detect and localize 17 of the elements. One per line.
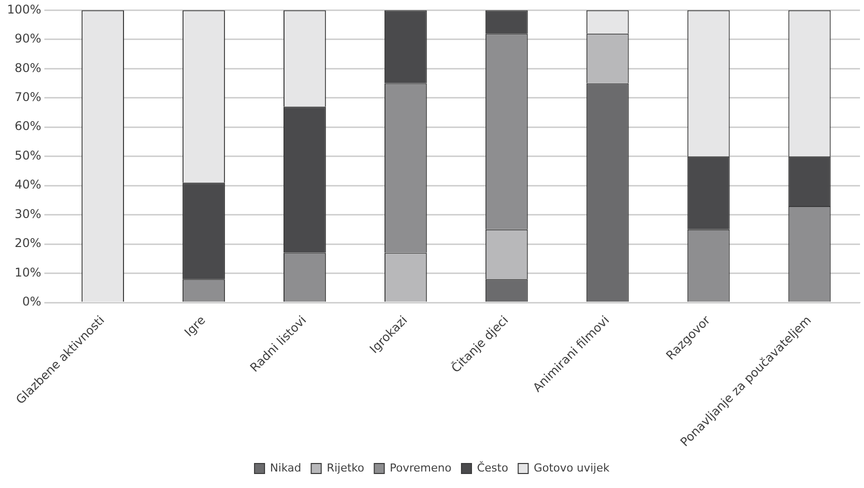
y-tick-label: 60% [14,119,42,134]
legend-label: Povremeno [390,461,452,474]
x-tick-label: Igre [182,313,208,340]
y-tick-label: 70% [14,90,42,104]
y-tick-label: 20% [14,236,42,250]
y-tick-label: 40% [14,178,42,192]
y-tick-label: 10% [14,265,42,280]
y-tick-label: 100% [6,2,42,16]
legend-label: Nikad [270,461,302,474]
y-tick-label: 50% [14,148,42,162]
y-tick-label: 80% [14,60,42,75]
y-tick-label: 90% [14,32,42,46]
legend-label: Često [476,460,508,474]
y-tick-label: 0% [22,294,42,309]
legend-label: Gotovo uvijek [534,461,610,474]
legend-label: Rijetko [326,461,365,474]
y-tick-label: 30% [14,206,42,221]
